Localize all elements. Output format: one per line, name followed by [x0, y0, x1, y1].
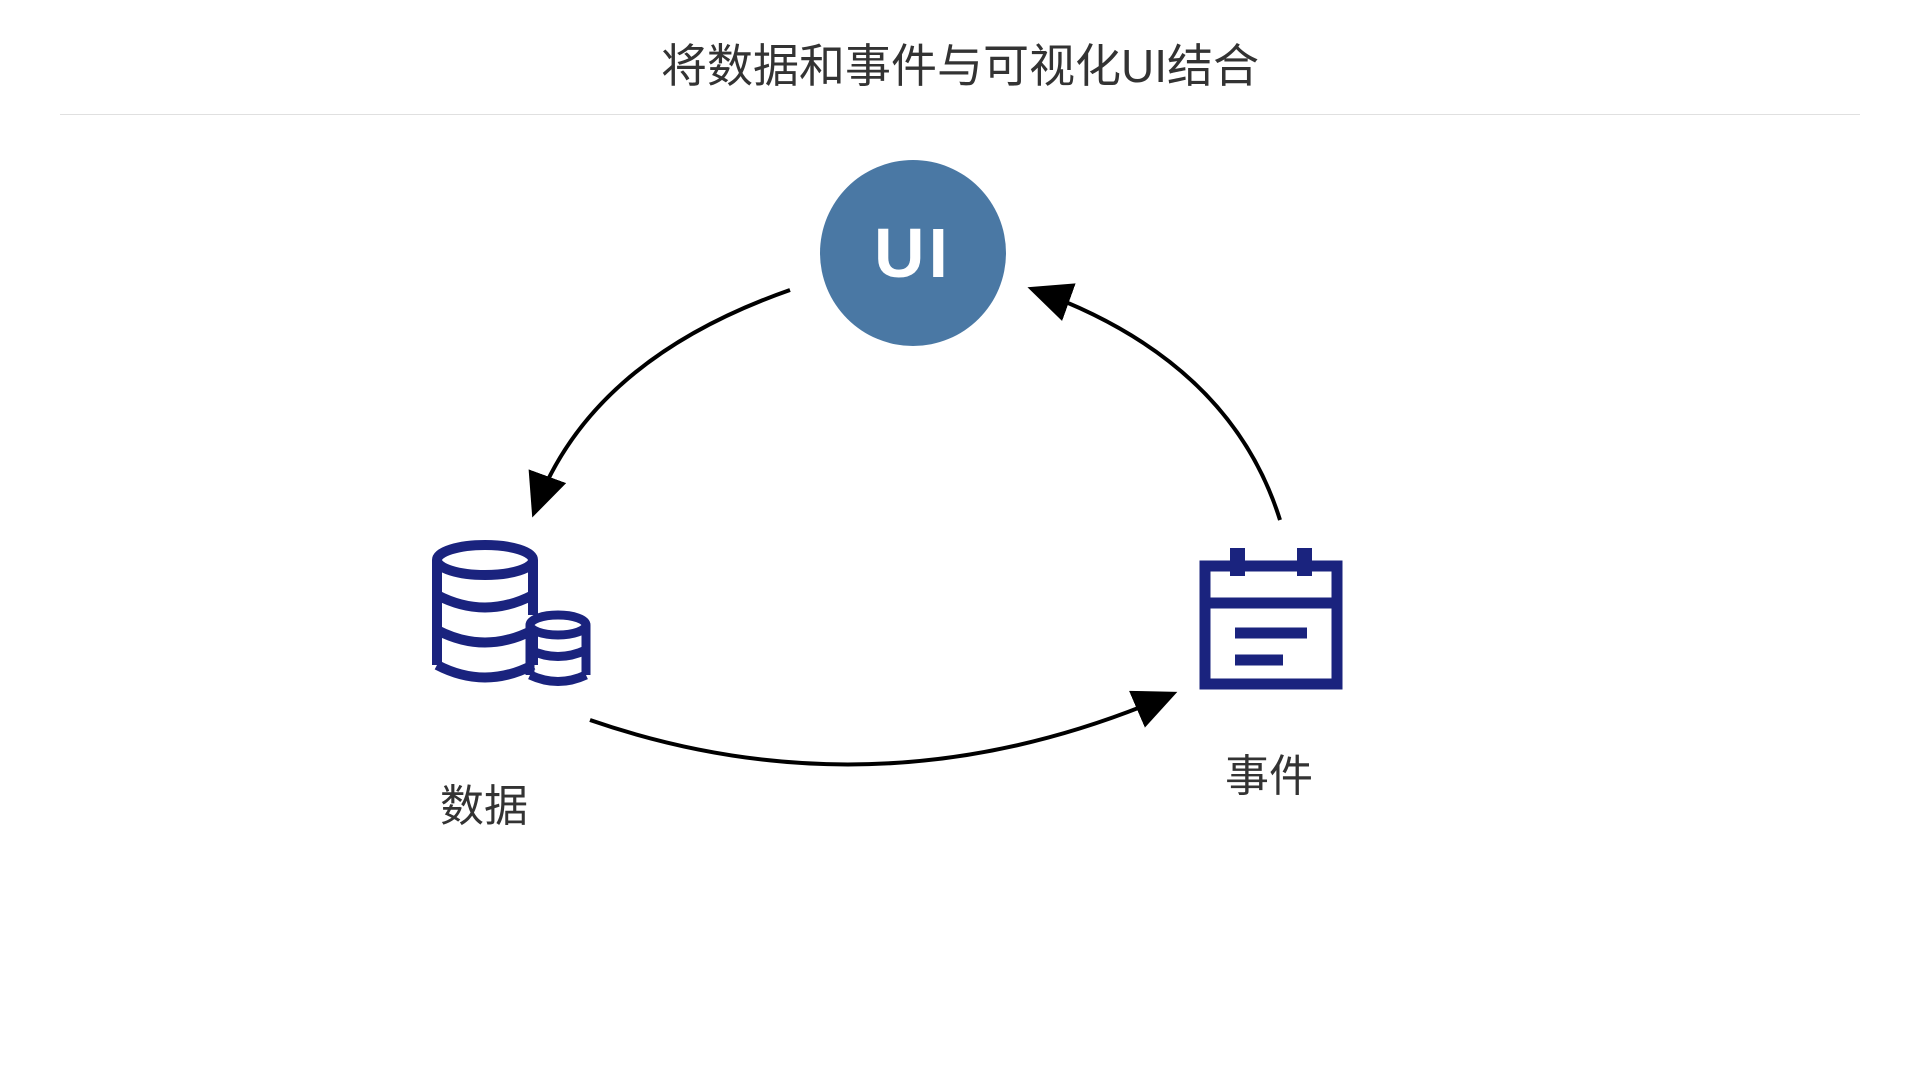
- arrow-ui-to-data: [535, 290, 790, 510]
- data-node-label: 数据: [440, 770, 528, 834]
- arrow-event-to-ui: [1035, 290, 1280, 520]
- ui-node: UI: [820, 160, 1006, 346]
- ui-node-label: UI: [874, 213, 952, 293]
- database-icon: [437, 545, 586, 682]
- event-node-label: 事件: [1225, 740, 1313, 804]
- cycle-diagram: [0, 0, 1920, 1080]
- arrow-data-to-event: [590, 695, 1170, 764]
- calendar-icon: [1205, 548, 1337, 684]
